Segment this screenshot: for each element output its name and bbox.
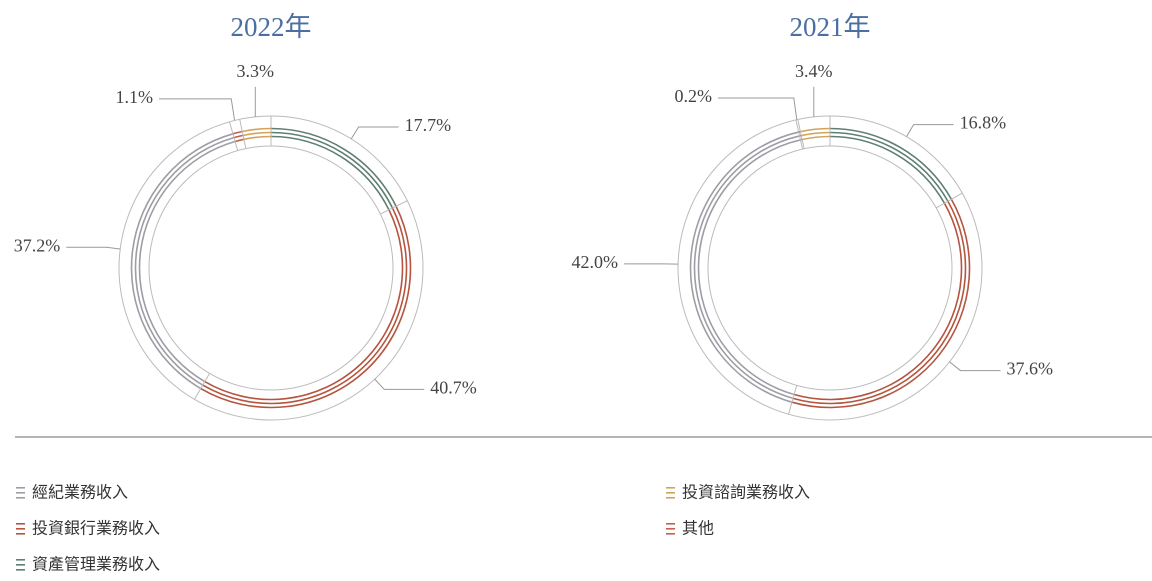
segment-stripe <box>134 136 235 386</box>
segment-divider <box>795 119 804 150</box>
segment-stripe <box>270 135 390 211</box>
legend-icon <box>666 528 675 530</box>
segment-stripe <box>130 133 234 390</box>
legend-icon <box>666 523 675 525</box>
segment-stripe <box>829 131 949 202</box>
segment-stripe <box>242 131 272 137</box>
segment-divider <box>229 121 239 151</box>
segment-divider <box>935 192 963 209</box>
legend-label: 投資諮詢業務收入 <box>682 483 810 502</box>
legend-icon <box>16 559 25 561</box>
value-label: 1.1% <box>116 87 154 107</box>
legend-icon <box>16 487 25 489</box>
pie-segment <box>791 198 971 409</box>
legend-icon <box>16 528 25 530</box>
legend-item: 投資諮詢業務收入 <box>666 483 810 502</box>
leader-line <box>949 361 1001 372</box>
legend-icon <box>666 497 675 499</box>
value-label: 42.0% <box>572 252 619 272</box>
pie-segment <box>689 131 801 403</box>
leader-line <box>718 97 798 120</box>
segment-stripe <box>689 131 799 403</box>
segment-stripe <box>234 138 245 143</box>
legend-item: 其他 <box>666 519 714 538</box>
segment-stripe <box>792 200 967 405</box>
pie-segment <box>270 127 397 211</box>
legend-icon <box>16 523 25 525</box>
legend-label: 資產管理業務收入 <box>32 555 160 574</box>
legend-icon <box>666 492 675 494</box>
segment-stripe <box>801 135 831 141</box>
legend-icon <box>16 533 25 535</box>
value-label: 40.7% <box>430 377 477 397</box>
legend-icon <box>16 569 25 571</box>
pie-segment <box>242 127 272 141</box>
legend-label: 其他 <box>682 519 714 538</box>
legend-icon <box>666 533 675 535</box>
value-label: 17.7% <box>405 115 452 135</box>
leader-line <box>66 246 121 250</box>
legend-item: 資產管理業務收入 <box>16 555 160 574</box>
value-label: 0.2% <box>675 86 713 106</box>
leader-line <box>906 124 954 137</box>
legend-item: 經紀業務收入 <box>16 483 128 502</box>
segment-stripe <box>202 207 408 405</box>
segment-stripe <box>200 205 412 409</box>
segment-divider <box>797 119 805 149</box>
value-label: 16.8% <box>960 113 1007 133</box>
value-label: 3.4% <box>795 61 833 81</box>
value-label: 37.2% <box>14 235 61 255</box>
segment-stripe <box>697 139 801 396</box>
segment-stripe <box>270 127 397 207</box>
segment-stripe <box>829 135 946 204</box>
segment-stripe <box>242 127 272 133</box>
leader-line <box>159 98 236 121</box>
segment-divider <box>380 200 408 215</box>
segment-stripe <box>791 198 971 409</box>
segment-stripe <box>693 135 800 400</box>
pie-segment <box>829 127 953 204</box>
segment-stripe <box>232 130 243 135</box>
chart-title: 2021年 <box>790 12 871 42</box>
segment-divider <box>788 385 798 415</box>
legend-label: 投資銀行業務收入 <box>32 519 160 538</box>
inner-ring <box>707 145 953 391</box>
segment-stripe <box>233 134 244 139</box>
outer-ring <box>118 115 424 421</box>
segment-stripe <box>800 127 831 133</box>
pie-segment <box>200 205 412 409</box>
value-label: 37.6% <box>1007 359 1054 379</box>
legend-icon <box>16 492 25 494</box>
segment-stripe <box>204 209 404 401</box>
legend-icon <box>16 564 25 566</box>
outer-ring <box>677 115 983 421</box>
segment-stripe <box>270 131 394 209</box>
segment-divider <box>194 373 210 400</box>
segment-stripe <box>138 140 236 383</box>
chart-title: 2022年 <box>231 12 312 42</box>
segment-divider <box>239 119 247 149</box>
legend-label: 經紀業務收入 <box>32 483 128 502</box>
pie-segment <box>800 127 831 141</box>
legend-item: 投資銀行業務收入 <box>16 519 160 538</box>
inner-ring <box>148 145 394 391</box>
leader-line <box>350 126 399 140</box>
segment-stripe <box>793 202 963 401</box>
value-label: 3.3% <box>237 61 275 81</box>
segment-stripe <box>801 131 831 137</box>
segment-stripe <box>829 127 953 200</box>
legend-icon <box>16 497 25 499</box>
pie-segment <box>130 133 236 390</box>
segment-stripe <box>243 135 272 141</box>
legend-icon <box>666 487 675 489</box>
leader-line <box>374 378 425 390</box>
